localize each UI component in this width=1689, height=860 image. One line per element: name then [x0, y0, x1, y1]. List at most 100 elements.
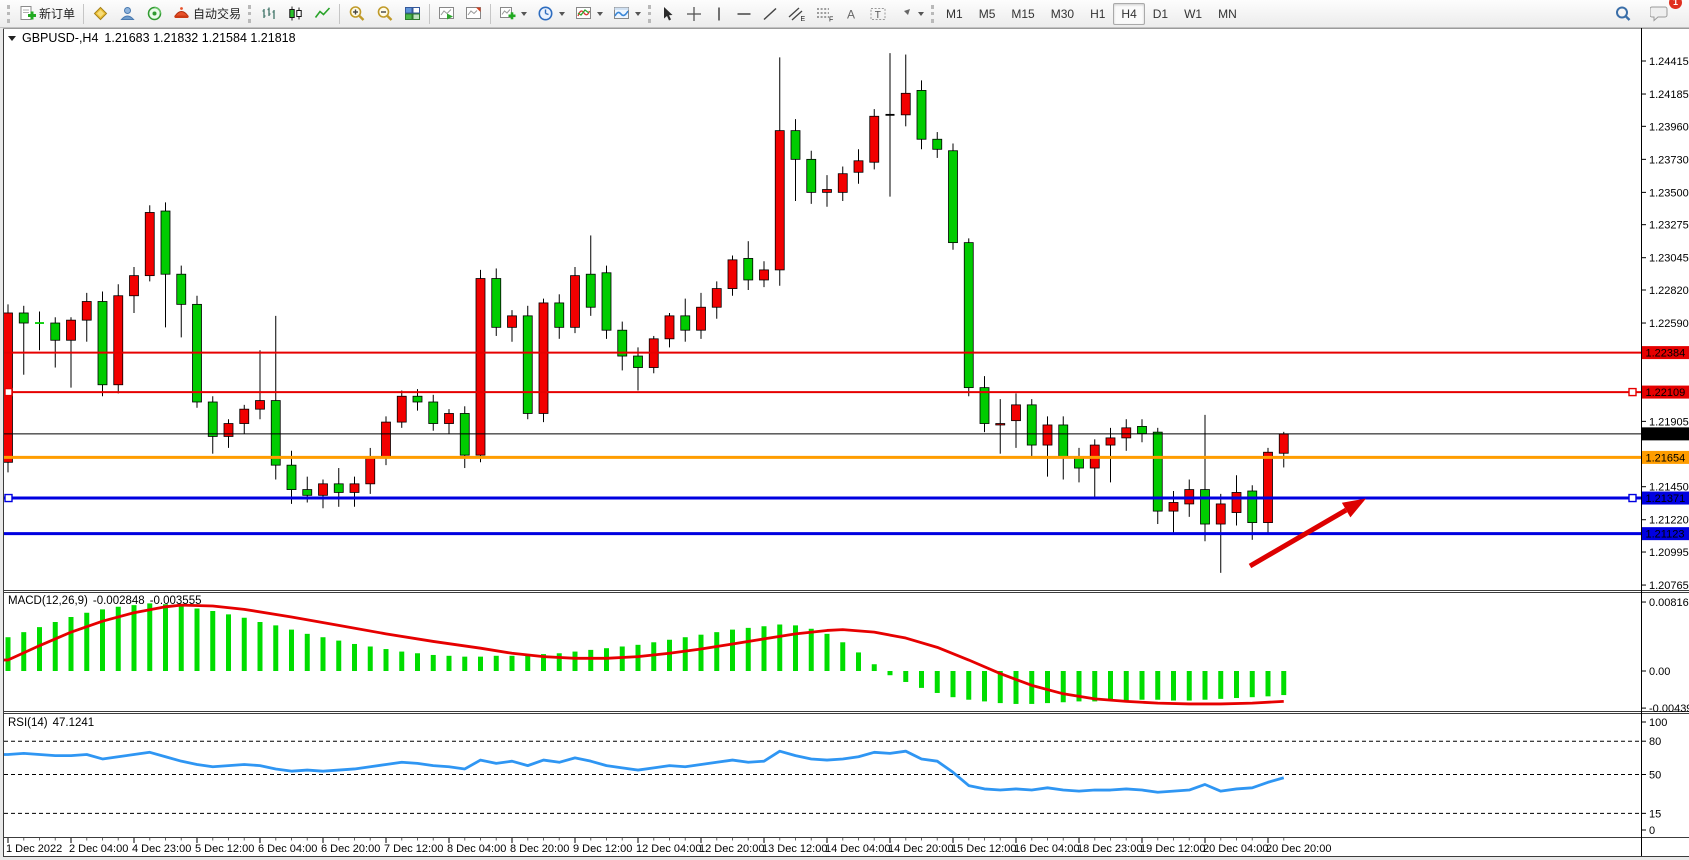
svg-text:18 Dec 23:00: 18 Dec 23:00 — [1077, 843, 1142, 855]
dropdown-caret-icon — [918, 11, 925, 16]
timeframe-d1-button[interactable]: D1 — [1145, 3, 1176, 25]
crosshair-tool-button[interactable] — [681, 2, 707, 26]
price-tag-1.21371 — [1642, 491, 1689, 505]
cursor-tool-button[interactable] — [655, 2, 681, 26]
timeframe-h1-button[interactable]: H1 — [1082, 3, 1113, 25]
chart-shift-button[interactable] — [460, 2, 487, 26]
trendline-icon — [762, 6, 778, 22]
svg-text:2 Dec 04:00: 2 Dec 04:00 — [69, 843, 128, 855]
hline-handle[interactable] — [4, 387, 13, 397]
autotrading-label: 自动交易 — [193, 7, 242, 21]
text-label-tool-button[interactable]: T — [864, 2, 892, 26]
vertical-line-tool-button[interactable] — [707, 2, 731, 26]
arrows-tool-icon — [897, 6, 913, 22]
hline-handle[interactable] — [4, 493, 13, 503]
autotrading-button[interactable]: 自动交易 — [168, 2, 246, 26]
svg-text:1.21371: 1.21371 — [1646, 493, 1686, 505]
line-chart-icon — [314, 5, 331, 22]
new-order-button[interactable]: 新订单 — [14, 2, 80, 26]
chart-ohlc-values: 1.21683 1.21832 1.21584 1.21818 — [104, 31, 296, 45]
svg-text:1.23960: 1.23960 — [1649, 121, 1689, 133]
new-order-icon — [19, 5, 36, 22]
svg-text:1.21818: 1.21818 — [1646, 429, 1686, 441]
price-tag-1.22384 — [1642, 346, 1689, 360]
svg-text:1.21450: 1.21450 — [1649, 482, 1689, 494]
price-tag-1.22109 — [1642, 385, 1689, 399]
timeframe-m15-button[interactable]: M15 — [1003, 3, 1042, 25]
rsi-name: RSI(14) — [8, 717, 48, 729]
fibonacci-tool-button[interactable]: F — [811, 2, 839, 26]
candlestick-chart-button[interactable] — [282, 2, 309, 26]
data-window-icon — [119, 5, 136, 22]
svg-text:16 Dec 04:00: 16 Dec 04:00 — [1014, 843, 1079, 855]
chart-title-bar: GBPUSD-,H4 1.21683 1.21832 1.21584 1.218… — [8, 31, 296, 45]
tile-windows-button[interactable] — [399, 2, 426, 26]
notification-badge[interactable]: 1 — [1669, 0, 1682, 9]
new-chart-button[interactable] — [494, 2, 532, 26]
trend-arrow-head[interactable] — [1341, 498, 1366, 518]
timeframe-m1-button[interactable]: M1 — [938, 3, 971, 25]
hline-handle[interactable] — [1628, 387, 1637, 397]
trend-arrow[interactable] — [1248, 507, 1348, 569]
bar-chart-button[interactable] — [255, 2, 282, 26]
macd-indicator-label: MACD(12,26,9) -0.002848 -0.003555 — [8, 595, 201, 607]
chart-symbol-period: GBPUSD-,H4 — [22, 31, 99, 45]
periods-button[interactable] — [532, 2, 570, 26]
indicators-button[interactable] — [570, 2, 608, 26]
equidistant-channel-tool-button[interactable]: E — [783, 2, 811, 26]
fibonacci-icon: F — [816, 6, 834, 22]
community-chat-button[interactable] — [1645, 1, 1674, 25]
new-chart-icon — [499, 5, 516, 22]
candlestick-chart-icon — [287, 5, 304, 22]
timeframe-m5-button[interactable]: M5 — [971, 3, 1004, 25]
svg-text:1.23275: 1.23275 — [1649, 220, 1689, 232]
svg-text:0.008166: 0.008166 — [1649, 597, 1689, 609]
line-chart-button[interactable] — [309, 2, 336, 26]
dropdown-caret-icon — [635, 11, 642, 16]
svg-text:5 Dec 12:00: 5 Dec 12:00 — [195, 843, 254, 855]
rsi-value: 47.1241 — [52, 717, 95, 729]
clock-icon — [537, 5, 554, 22]
svg-text:1.20765: 1.20765 — [1649, 580, 1689, 592]
svg-text:80: 80 — [1649, 736, 1661, 748]
timeframe-w1-button[interactable]: W1 — [1176, 3, 1210, 25]
indicators-icon — [575, 5, 592, 22]
trendline-tool-button[interactable] — [757, 2, 783, 26]
svg-text:1.24415: 1.24415 — [1649, 56, 1689, 68]
price-tag-1.21654 — [1642, 450, 1689, 464]
symbol-dropdown-icon[interactable] — [8, 35, 16, 41]
timeframe-mn-button[interactable]: MN — [1210, 3, 1245, 25]
dropdown-caret-icon — [521, 11, 528, 16]
zoom-out-button[interactable] — [371, 2, 399, 26]
macd-signal-line — [4, 603, 1284, 706]
dropdown-caret-icon — [597, 11, 604, 16]
search-button[interactable] — [1609, 2, 1637, 26]
text-tool-button[interactable]: A — [839, 2, 864, 26]
navigator-button[interactable] — [141, 2, 168, 26]
hline-handle[interactable] — [1628, 493, 1637, 503]
svg-text:6 Dec 04:00: 6 Dec 04:00 — [258, 843, 317, 855]
timeframe-m30-button[interactable]: M30 — [1043, 3, 1082, 25]
bar-chart-icon — [260, 5, 277, 22]
auto-scroll-button[interactable] — [433, 2, 460, 26]
arrows-tool-button[interactable] — [892, 2, 929, 26]
svg-text:F: F — [829, 16, 833, 22]
zoom-out-icon — [376, 5, 394, 23]
vertical-line-icon — [712, 6, 726, 22]
data-window-button[interactable] — [114, 2, 141, 26]
zoom-in-button[interactable] — [343, 2, 371, 26]
templates-button[interactable] — [608, 2, 646, 26]
svg-text:1.23500: 1.23500 — [1649, 187, 1689, 199]
svg-text:100: 100 — [1649, 717, 1667, 729]
templates-icon — [613, 5, 630, 22]
separator — [83, 3, 85, 24]
timeframe-h4-button[interactable]: H4 — [1113, 2, 1145, 25]
svg-text:T: T — [875, 9, 881, 20]
horizontal-line-tool-button[interactable] — [731, 2, 757, 26]
market-watch-button[interactable] — [87, 2, 114, 26]
svg-text:1.22384: 1.22384 — [1646, 348, 1686, 360]
svg-text:4 Dec 23:00: 4 Dec 23:00 — [132, 843, 191, 855]
auto-scroll-icon — [438, 5, 455, 22]
time-axis: 1 Dec 2022 2 Dec 04:00 4 Dec 23:00 5 Dec 12… — [6, 838, 1331, 855]
